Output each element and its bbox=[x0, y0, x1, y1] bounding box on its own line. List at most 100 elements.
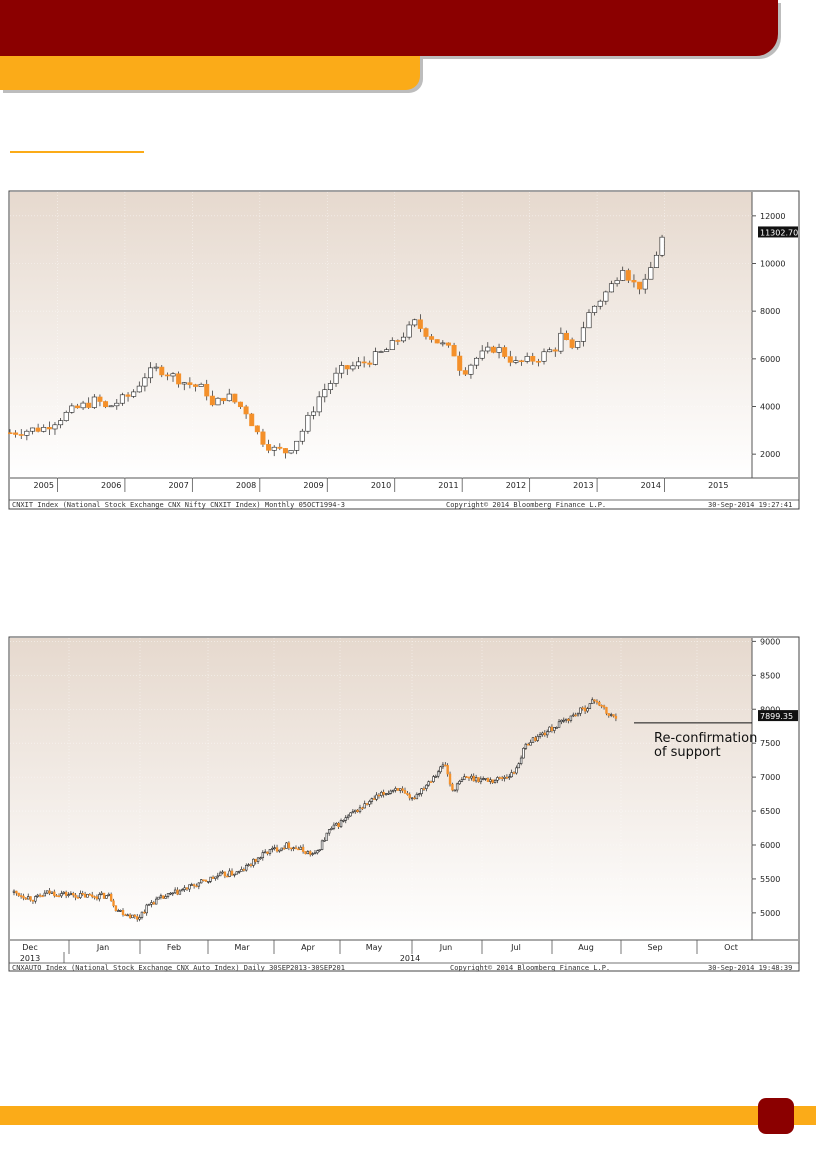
candle bbox=[226, 873, 229, 878]
candle bbox=[136, 913, 139, 922]
candle bbox=[440, 340, 446, 347]
candle bbox=[19, 893, 23, 899]
candle bbox=[541, 731, 544, 737]
candle bbox=[323, 837, 326, 842]
y-tick-label: 5000 bbox=[760, 909, 780, 918]
candle bbox=[427, 780, 430, 787]
last-value-label: 11302.70 bbox=[760, 228, 798, 237]
candle bbox=[176, 887, 179, 896]
candle bbox=[114, 905, 118, 912]
candle bbox=[496, 776, 499, 784]
candle bbox=[458, 779, 461, 785]
candle bbox=[534, 735, 537, 742]
candle bbox=[396, 788, 400, 791]
candle bbox=[614, 713, 618, 722]
candle bbox=[83, 891, 87, 898]
candle bbox=[35, 423, 41, 433]
candle bbox=[38, 893, 42, 898]
candle bbox=[448, 771, 452, 787]
candle bbox=[372, 347, 378, 366]
candle bbox=[260, 428, 266, 447]
candle bbox=[140, 911, 144, 920]
x-tick-label: Dec bbox=[22, 943, 37, 952]
candle bbox=[215, 397, 221, 406]
candle bbox=[88, 893, 92, 896]
candle bbox=[564, 718, 568, 723]
candle bbox=[467, 776, 471, 781]
candle bbox=[598, 700, 601, 707]
candle bbox=[335, 822, 338, 826]
x-tick-label: 2015 bbox=[708, 481, 728, 490]
candle bbox=[507, 350, 513, 367]
candle bbox=[278, 849, 281, 853]
candle bbox=[221, 870, 224, 875]
section-underline bbox=[10, 151, 144, 153]
candle bbox=[332, 822, 336, 831]
candle bbox=[648, 261, 654, 280]
candle bbox=[63, 410, 69, 422]
candle bbox=[292, 846, 295, 852]
candle bbox=[588, 703, 592, 710]
candle bbox=[524, 352, 530, 364]
candle bbox=[190, 882, 193, 886]
candle bbox=[121, 908, 125, 917]
candle bbox=[52, 422, 58, 435]
candle bbox=[422, 786, 426, 792]
candle bbox=[586, 309, 592, 329]
candle bbox=[545, 729, 549, 738]
candle bbox=[45, 890, 49, 895]
candle bbox=[209, 876, 212, 884]
candle bbox=[17, 892, 20, 897]
candle bbox=[268, 849, 272, 856]
candle bbox=[86, 397, 92, 410]
candle bbox=[349, 812, 352, 817]
candle bbox=[557, 719, 561, 728]
x-tick-label: 2014 bbox=[641, 481, 661, 490]
candle bbox=[74, 403, 80, 409]
candle bbox=[631, 274, 637, 288]
last-value-tag: 7899.35 bbox=[758, 710, 798, 722]
candle bbox=[479, 776, 483, 785]
candle bbox=[600, 704, 603, 709]
candle bbox=[543, 730, 547, 737]
candle bbox=[455, 782, 459, 793]
candle bbox=[625, 268, 631, 284]
candle bbox=[410, 797, 414, 801]
candle bbox=[69, 891, 73, 896]
candle bbox=[41, 424, 47, 433]
plot-area bbox=[10, 192, 752, 478]
candle bbox=[512, 771, 516, 775]
candle bbox=[50, 891, 54, 895]
candle bbox=[451, 782, 454, 792]
candle bbox=[361, 806, 364, 811]
candle bbox=[86, 893, 89, 898]
candle bbox=[327, 380, 333, 395]
page-number-badge bbox=[758, 1098, 794, 1134]
candle bbox=[356, 809, 359, 813]
candle bbox=[119, 392, 125, 406]
candle bbox=[153, 363, 159, 372]
candle bbox=[401, 786, 404, 793]
candle bbox=[216, 872, 219, 880]
candle bbox=[145, 903, 148, 916]
candle bbox=[301, 844, 305, 854]
candle bbox=[12, 889, 16, 896]
candle bbox=[254, 425, 260, 435]
candle bbox=[453, 789, 456, 792]
candle bbox=[462, 367, 468, 377]
candle bbox=[218, 870, 222, 877]
candle bbox=[413, 795, 416, 800]
candle bbox=[304, 851, 307, 855]
x-tick-label: Sep bbox=[647, 943, 662, 952]
candle bbox=[254, 858, 257, 865]
candle bbox=[181, 382, 187, 391]
candle bbox=[607, 713, 611, 718]
candle bbox=[240, 866, 243, 872]
candle bbox=[181, 888, 184, 892]
y-tick-label: 8000 bbox=[760, 307, 780, 316]
candle bbox=[387, 790, 390, 796]
candle bbox=[429, 780, 433, 783]
candle bbox=[15, 890, 18, 896]
candle bbox=[285, 842, 288, 849]
candle bbox=[41, 894, 44, 898]
